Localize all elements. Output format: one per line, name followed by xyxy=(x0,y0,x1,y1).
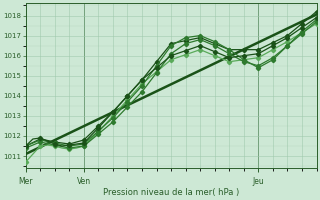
X-axis label: Pression niveau de la mer( hPa ): Pression niveau de la mer( hPa ) xyxy=(103,188,239,197)
